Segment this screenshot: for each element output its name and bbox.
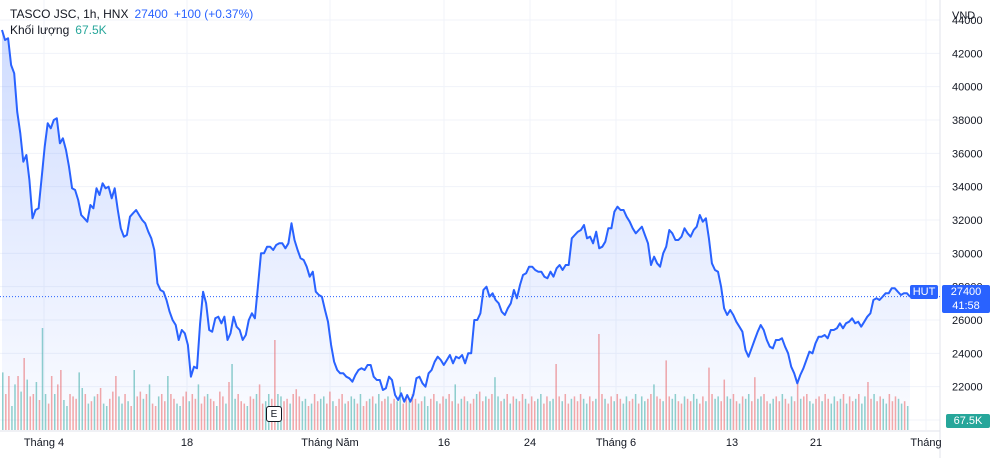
countdown-value: 41:58 [952,300,980,312]
time-axis[interactable]: Tháng 4 18 Tháng Năm 16 24 Tháng 6 13 21 Tháng [24,437,942,449]
time-tick-label: 16 [438,437,450,449]
price-tick-label: 36000 [952,148,983,160]
time-tick-label: 21 [810,437,822,449]
volume-value: 67.5K [75,23,107,37]
symbol-label[interactable]: TASCO JSC, 1h, HNX [10,7,129,21]
last-price-tag-value: 27400 [950,286,982,298]
price-tick-label: 34000 [952,182,983,194]
legend-volume-row: Khối lượng 67.5K [10,22,253,38]
price-axis[interactable]: 44000 42000 40000 38000 36000 34000 32000 30000… [952,15,983,427]
price-tick-label: 24000 [952,348,983,360]
price-axis-unit: VND [952,10,975,22]
price-tick-label: 30000 [952,248,983,260]
time-tick-label: Tháng 6 [596,437,636,449]
ticker-tag-label: HUT [912,286,936,298]
legend: TASCO JSC, 1h, HNX 27400 +100 (+0.37%) K… [10,6,253,38]
price-tick-label: 38000 [952,115,983,127]
price-change-label: +100 (+0.37%) [173,7,254,21]
last-price-label: 27400 [134,7,168,21]
price-tick-label: 22000 [952,382,983,394]
earnings-marker[interactable]: E [266,406,282,422]
price-area-fill [2,30,910,430]
price-tick-label: 44000 [952,15,983,27]
legend-symbol-row: TASCO JSC, 1h, HNX 27400 +100 (+0.37%) [10,6,253,22]
price-line [1,29,911,403]
time-tick-label: 24 [524,437,536,449]
volume-label[interactable]: Khối lượng [10,23,70,37]
time-tick-label: Tháng [910,437,941,449]
volume-tag-value: 67.5K [953,415,983,427]
price-area [1,29,911,430]
price-tick-label: 26000 [952,315,983,327]
volume-tag: 67.5K [946,414,990,428]
time-tick-label: Tháng 4 [24,437,64,449]
time-tick-label: 13 [726,437,738,449]
price-tick-label: 42000 [952,48,983,60]
time-tick-label: 18 [181,437,193,449]
ticker-tag: HUT [910,285,938,299]
last-price-tag: 27400 41:58 [942,285,990,313]
time-tick-label: Tháng Năm [301,437,358,449]
price-tick-label: 32000 [952,215,983,227]
price-tick-label: 40000 [952,82,983,94]
